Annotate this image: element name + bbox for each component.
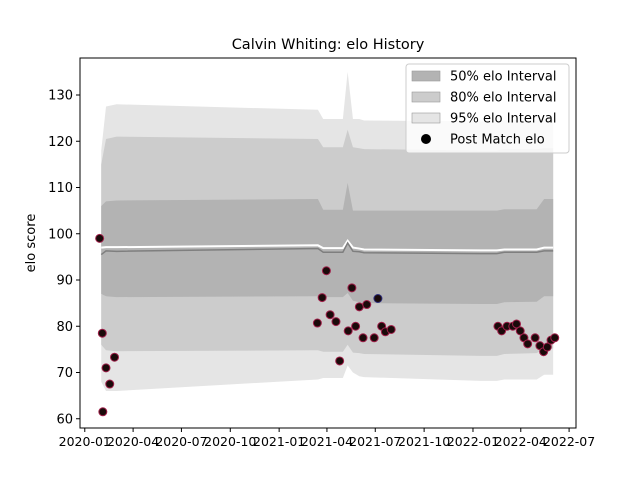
post-match-elo-point [105, 379, 115, 389]
legend-swatch [411, 91, 441, 103]
post-match-elo-point [110, 352, 120, 362]
y-tick-label: 100 [48, 227, 73, 242]
y-tick-label: 120 [48, 135, 73, 150]
post-match-elo-point [373, 294, 383, 303]
mean-line [100, 241, 554, 256]
x-tick-label: 2020-10 [204, 434, 256, 449]
post-match-elo-point [351, 321, 361, 331]
x-tick-label: 2020-04 [107, 434, 159, 449]
post-match-elo-point [550, 333, 560, 343]
legend-label: 50% elo Interval [450, 70, 557, 85]
post-match-elo-point [369, 333, 379, 343]
post-match-elo-point [347, 283, 357, 293]
x-tick-label: 2020-07 [155, 434, 207, 449]
y-axis-label: elo score [24, 214, 39, 273]
x-tick-label: 2022-04 [495, 434, 547, 449]
post-match-elo-point [325, 310, 335, 320]
legend-label: 80% elo Interval [450, 91, 557, 106]
legend: 50% elo Interval 80% elo Interval 95% elo … [405, 63, 570, 154]
legend-label: Post Match elo [450, 133, 545, 148]
legend-box [405, 63, 570, 154]
axes-frame [79, 57, 577, 429]
axes: 60 70 80 90 100 110 120 130 2020-012020-042020-0… [48, 57, 595, 449]
y-tick-label: 90 [56, 274, 73, 289]
y-tick-label: 130 [48, 89, 73, 104]
post-match-elo-point [101, 363, 111, 373]
legend-swatch [411, 70, 441, 82]
post-match-elo-point [317, 293, 327, 303]
y-tick-label: 70 [56, 366, 73, 381]
x-tick-label: 2022-01 [447, 434, 499, 449]
post-match-elo-point [98, 407, 108, 417]
band-50 [101, 182, 554, 305]
y-tick-label: 110 [48, 181, 73, 196]
post-match-elo-point [331, 317, 341, 327]
legend-label: 95% elo Interval [450, 112, 557, 127]
post-match-elo-point [386, 324, 396, 334]
post-match-elo-point [523, 339, 533, 349]
post-match-elo-point [335, 356, 345, 366]
chart-title: Calvin Whiting: elo History [232, 37, 425, 53]
post-match-elo-point [530, 333, 540, 343]
post-match-elo-point [542, 342, 552, 352]
x-tick-label: 2021-10 [398, 434, 450, 449]
post-match-elo-point [321, 266, 331, 276]
post-match-elo-point [362, 300, 372, 310]
y-tick-label: 60 [56, 412, 73, 427]
x-tick-label: 2021-07 [349, 434, 401, 449]
x-tick-label: 2020-01 [59, 434, 111, 449]
post-match-elo-point [312, 318, 322, 328]
post-match-elo-point [515, 326, 525, 336]
post-match-elo-point [512, 319, 522, 329]
post-match-elo-point [95, 233, 105, 243]
y-tick-label: 80 [56, 320, 73, 335]
post-match-elo-point [343, 326, 353, 336]
legend-swatch [411, 112, 441, 124]
median-line [101, 238, 554, 252]
legend-marker [421, 134, 431, 144]
x-tick-label: 2021-01 [253, 434, 305, 449]
post-match-elo-point [354, 302, 364, 312]
x-tick-label: 2022-07 [543, 434, 595, 449]
x-tick-label: 2021-04 [301, 434, 353, 449]
post-match-elo-point [97, 328, 107, 338]
post-match-elo-point [358, 333, 368, 343]
